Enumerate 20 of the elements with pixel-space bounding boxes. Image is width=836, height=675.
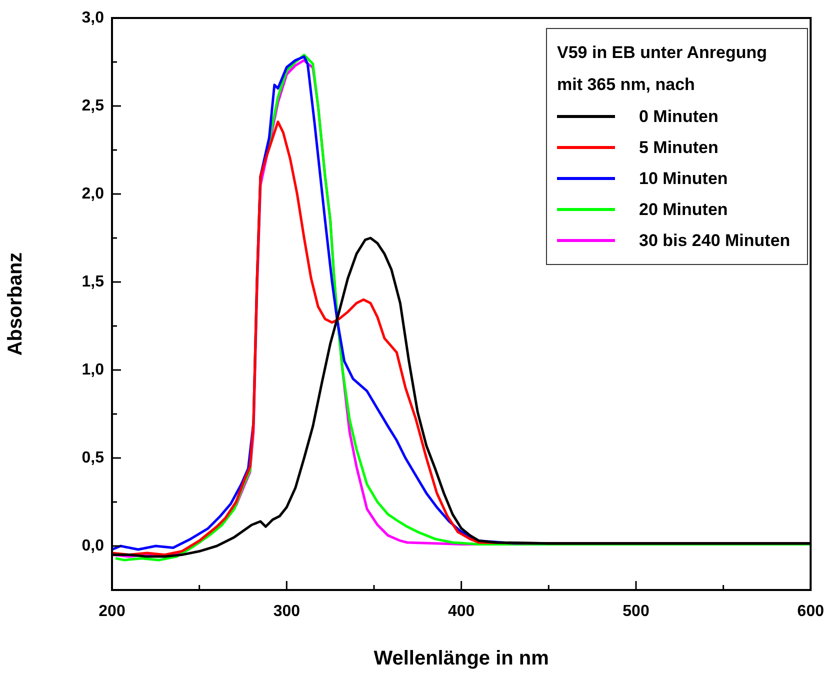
legend-label: 5 Minuten [639,138,718,158]
x-tick-label: 400 [448,603,475,620]
y-tick-label: 2,0 [82,185,104,202]
legend-label: 10 Minuten [639,168,728,188]
x-tick-label: 300 [273,603,300,620]
x-tick-label: 600 [797,603,824,620]
y-tick-label: 0,0 [82,537,104,554]
y-axis-title: Absorbanz [4,252,27,356]
y-tick-label: 1,0 [82,361,104,378]
y-tick-label: 0,5 [82,449,104,466]
x-axis-title: Wellenlänge in nm [374,648,549,670]
x-tick-label: 200 [98,603,126,620]
legend-label: 30 bis 240 Minuten [639,230,790,250]
y-tick-label: 1,5 [82,273,104,290]
y-tick-label: 3,0 [82,9,104,26]
legend-title: V59 in EB unter Anregung mit 365 nm, nach [557,42,768,96]
legend-label: 0 Minuten [639,106,718,126]
x-tick-label: 500 [622,603,650,620]
legend-label: 20 Minuten [639,200,728,220]
y-tick-label: 2,5 [82,97,104,114]
